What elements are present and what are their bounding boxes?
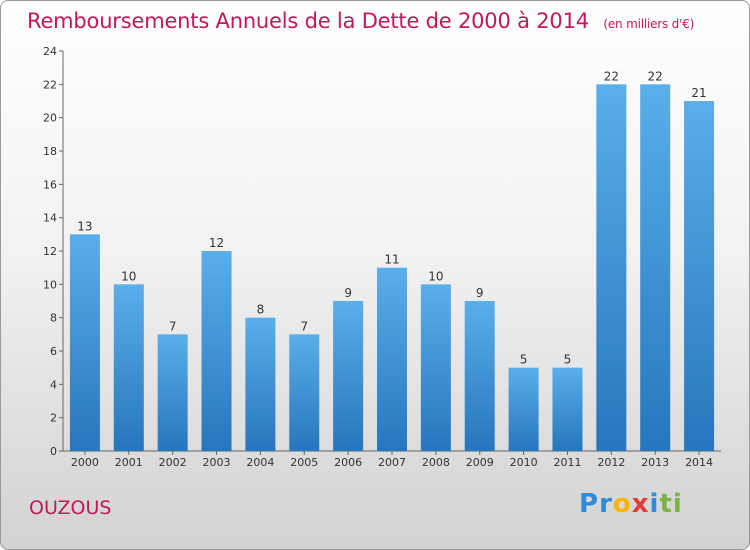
bar	[157, 334, 188, 451]
data-label: 12	[209, 236, 224, 250]
x-tick-label: 2002	[159, 456, 187, 469]
bar	[289, 334, 320, 451]
logo-letter: i	[649, 489, 660, 519]
bar	[552, 367, 583, 451]
y-tick-label: 10	[43, 278, 57, 291]
data-label: 22	[648, 69, 663, 83]
proxiti-logo: Proxiti	[579, 489, 683, 519]
x-tick-label: 2009	[466, 456, 494, 469]
y-tick-label: 0	[50, 445, 57, 458]
bar	[333, 301, 364, 451]
y-tick-label: 20	[43, 112, 57, 125]
y-tick-label: 24	[43, 45, 57, 58]
chart-bars	[69, 84, 715, 451]
data-label: 7	[169, 319, 177, 333]
data-label: 8	[257, 303, 265, 317]
logo-letter: P	[579, 489, 600, 519]
y-tick-label: 14	[43, 212, 57, 225]
bar	[377, 267, 407, 451]
data-label: 13	[77, 219, 92, 233]
y-tick-label: 6	[50, 345, 57, 358]
x-tick-label: 2000	[71, 456, 99, 469]
y-tick-label: 18	[43, 145, 57, 158]
data-label: 7	[300, 319, 308, 333]
chart-title-text: Remboursements Annuels de la Dette de 20…	[27, 9, 589, 33]
place-name: OUZOUS	[29, 497, 112, 519]
data-label: 5	[520, 353, 528, 367]
y-tick-label: 16	[43, 178, 57, 191]
logo-letter: r	[599, 489, 613, 519]
y-tick-label: 8	[50, 312, 57, 325]
bar	[420, 284, 451, 451]
bar	[596, 84, 627, 451]
y-tick-label: 4	[50, 378, 57, 391]
data-label: 5	[564, 353, 572, 367]
data-label: 9	[476, 286, 484, 300]
x-tick-label: 2001	[115, 456, 143, 469]
bar	[201, 251, 232, 451]
logo-letter: ti	[659, 489, 683, 519]
x-tick-label: 2014	[685, 456, 713, 469]
bar	[245, 317, 276, 451]
x-tick-label: 2007	[378, 456, 406, 469]
bar	[69, 234, 100, 451]
chart-labels: 2000 13 2001 10 2002 7 2003 12 2004 8 2005 7 2006 9 20…	[71, 69, 713, 469]
x-tick-label: 2008	[422, 456, 450, 469]
data-label: 11	[384, 253, 399, 267]
x-tick-label: 2004	[246, 456, 274, 469]
x-tick-label: 2003	[203, 456, 231, 469]
logo-letter: o	[612, 489, 632, 519]
chart-title: Remboursements Annuels de la Dette de 20…	[27, 9, 694, 33]
bar	[113, 284, 144, 451]
data-label: 10	[121, 269, 136, 283]
x-tick-label: 2005	[290, 456, 318, 469]
bar	[508, 367, 539, 451]
y-tick-label: 2	[50, 412, 57, 425]
x-tick-label: 2010	[510, 456, 538, 469]
x-tick-label: 2011	[553, 456, 581, 469]
logo-letter: x	[631, 489, 650, 519]
x-tick-label: 2012	[597, 456, 625, 469]
data-label: 10	[428, 269, 443, 283]
x-tick-label: 2006	[334, 456, 362, 469]
y-tick-label: 22	[43, 78, 57, 91]
data-label: 9	[344, 286, 352, 300]
data-label: 22	[604, 69, 619, 83]
bar	[684, 101, 715, 451]
bar	[640, 84, 671, 451]
data-label: 21	[691, 86, 706, 100]
bar	[464, 301, 495, 451]
y-tick-label: 12	[43, 245, 57, 258]
chart-subtitle: (en milliers d'€)	[603, 17, 695, 31]
x-tick-label: 2013	[641, 456, 669, 469]
